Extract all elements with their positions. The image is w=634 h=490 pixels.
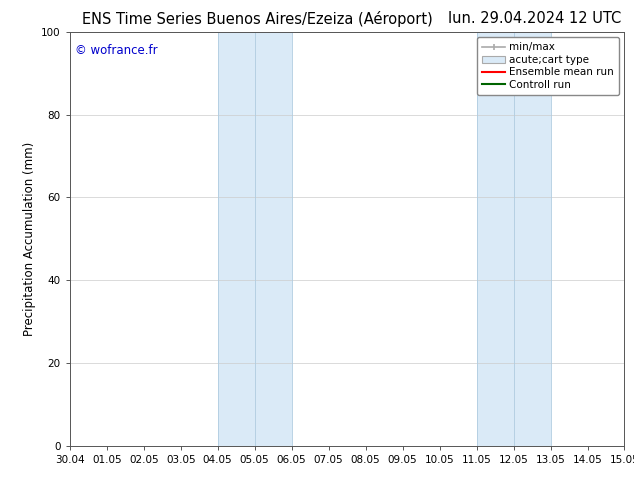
Text: lun. 29.04.2024 12 UTC: lun. 29.04.2024 12 UTC — [448, 11, 621, 26]
Bar — [217, 32, 255, 446]
Bar — [477, 32, 514, 446]
Legend: min/max, acute;cart type, Ensemble mean run, Controll run: min/max, acute;cart type, Ensemble mean … — [477, 37, 619, 95]
Y-axis label: Precipitation Accumulation (mm): Precipitation Accumulation (mm) — [23, 142, 36, 336]
Bar — [255, 32, 292, 446]
Bar — [514, 32, 550, 446]
Text: © wofrance.fr: © wofrance.fr — [75, 44, 158, 57]
Text: ENS Time Series Buenos Aires/Ezeiza (Aéroport): ENS Time Series Buenos Aires/Ezeiza (Aér… — [82, 11, 433, 27]
